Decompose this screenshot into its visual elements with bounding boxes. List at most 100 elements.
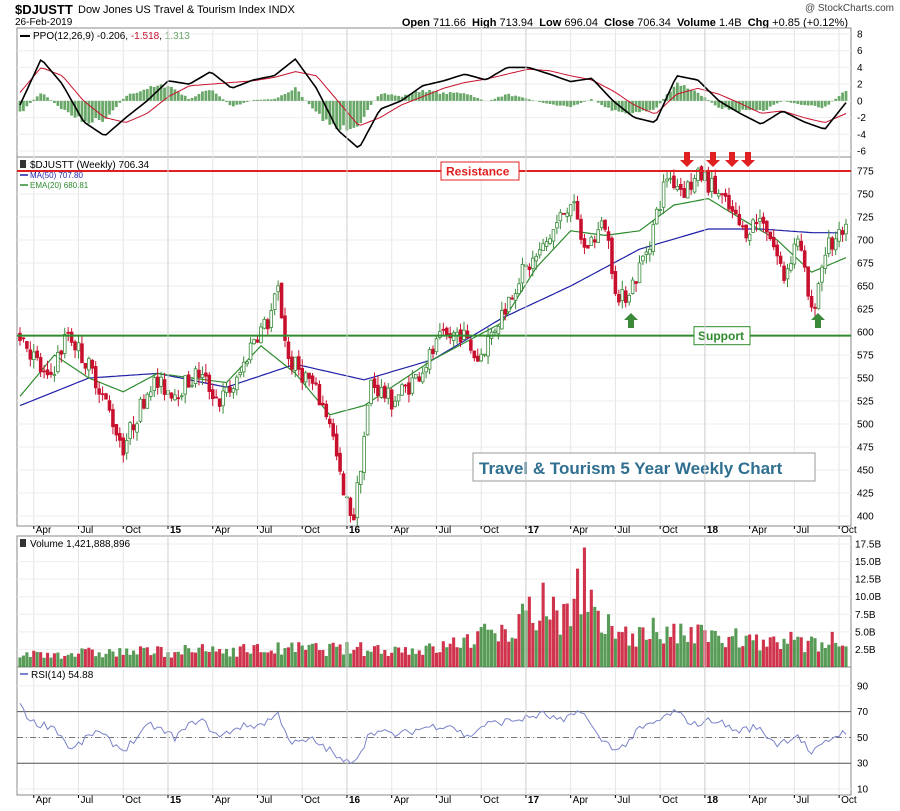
volume-bar [565, 603, 569, 667]
volume-bar [73, 656, 77, 667]
ppo-histogram-bar [459, 93, 462, 101]
support-arrow-icon [624, 313, 638, 328]
ppo-histogram-bar [438, 93, 442, 101]
volume-bar [830, 631, 834, 667]
price-candle [496, 325, 501, 335]
price-candle [606, 231, 611, 241]
price-candle [679, 183, 683, 190]
volume-bar [25, 652, 29, 667]
price-tick-label: 775 [857, 167, 874, 178]
volume-bar [280, 654, 284, 667]
ppo-histogram-bar [813, 100, 817, 106]
ppo-histogram-bar [624, 100, 628, 114]
price-candle [35, 350, 39, 358]
ppo-histogram-bar [572, 100, 576, 106]
ppo-histogram-bar [156, 85, 160, 101]
price-candle [730, 206, 735, 212]
ppo-histogram-bar [762, 100, 765, 111]
chg-label: Chg [747, 17, 770, 29]
x-tick-label: Jul [617, 525, 630, 536]
price-tick-label: 625 [857, 305, 874, 316]
ppo-histogram-bar [335, 100, 339, 129]
price-candle [87, 358, 91, 371]
price-candle [751, 219, 755, 233]
price-candle [479, 353, 483, 362]
ppo-histogram-bar [799, 100, 803, 105]
volume-bar [569, 626, 573, 667]
volume-bar [200, 644, 204, 667]
ppo-histogram-bar [280, 95, 283, 101]
ppo-tick-label: 8 [857, 30, 863, 41]
volume-bar [496, 641, 500, 667]
close-label: Close [604, 17, 635, 29]
price-candle [314, 382, 318, 385]
price-candle [575, 201, 580, 220]
resistance-arrow-icon [680, 152, 694, 167]
ppo-tick-label: -4 [857, 130, 866, 141]
price-candle [121, 437, 126, 456]
volume-bar [290, 642, 294, 667]
ppo-histogram-bar [527, 99, 531, 101]
price-candle [93, 366, 98, 389]
ppo-histogram-bar [355, 100, 359, 127]
ppo-histogram-bar [293, 87, 297, 101]
price-candle [131, 424, 136, 431]
volume-bar [558, 634, 562, 667]
volume-bar [600, 632, 604, 667]
volume-bar [472, 644, 476, 667]
ppo-histogram-bar [638, 100, 641, 113]
volume-bar [142, 647, 146, 667]
volume-bar [245, 652, 249, 667]
volume-bar [348, 653, 352, 667]
volume-bar [455, 647, 459, 667]
price-candle [179, 395, 184, 398]
ppo-histogram-bar [390, 94, 394, 101]
volume-bar [458, 647, 463, 667]
volume-bar [799, 637, 803, 667]
volume-bar [266, 652, 270, 667]
ppo-histogram-bar [658, 100, 662, 104]
chg-value: +0.85 (+0.12%) [772, 17, 848, 29]
price-candle [269, 310, 274, 328]
price-candle [245, 361, 249, 365]
volume-bar [286, 647, 290, 667]
volume-bar [696, 624, 700, 667]
ppo-histogram-bar [324, 100, 328, 120]
volume-bar [489, 629, 494, 667]
price-candle [338, 452, 342, 472]
ema20-line [19, 197, 847, 416]
volume-bar [132, 650, 136, 667]
volume-bar [686, 641, 690, 667]
rsi-tick-label: 50 [857, 733, 869, 744]
ppo-histogram-bar [238, 100, 242, 105]
ppo-histogram-bar [218, 96, 221, 101]
ppo-histogram-bar [59, 100, 63, 110]
price-candle [823, 254, 828, 269]
ppo-histogram-bar [90, 100, 94, 123]
price-legend: $DJUSTT (Weekly) 706.34 [30, 160, 150, 171]
volume-bar [723, 647, 728, 667]
ppo-histogram-bar [22, 100, 25, 112]
ppo-histogram-bar [837, 96, 841, 101]
volume-bar [789, 631, 793, 667]
ppo-histogram-bar [87, 100, 91, 124]
ppo-histogram-bar [817, 100, 820, 108]
price-candle [441, 328, 446, 331]
ppo-histogram-bar [497, 96, 500, 101]
price-candle [469, 339, 473, 351]
ppo-histogram-bar [42, 94, 46, 101]
price-candle [352, 514, 356, 521]
volume-bar [520, 603, 525, 667]
volume-legend-swatch [20, 539, 26, 547]
ppo-histogram-bar [66, 100, 70, 113]
volume-bar [207, 651, 211, 667]
price-tick-label: 425 [857, 489, 874, 500]
ppo-histogram-bar [744, 100, 748, 111]
rsi-legend: RSI(14) 54.88 [31, 670, 94, 681]
price-tick-label: 500 [857, 420, 874, 431]
price-tick-label: 550 [857, 374, 874, 385]
volume-bar [359, 642, 363, 667]
volume-bar [768, 637, 772, 667]
volume-bar [118, 648, 122, 667]
volume-bar [145, 647, 149, 667]
